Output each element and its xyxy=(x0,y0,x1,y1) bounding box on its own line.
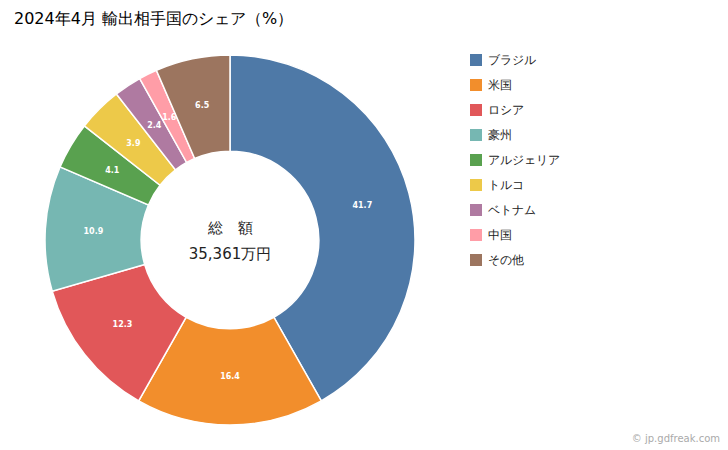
legend-label: ブラジル xyxy=(488,53,536,67)
legend-swatch xyxy=(470,179,482,191)
legend-label: 豪州 xyxy=(488,128,512,142)
legend-item: トルコ xyxy=(470,178,524,192)
chart: 2024年4月 輸出相手国のシェア（%） 41.7 16.4 12.3 10.9 4.1 3… xyxy=(0,0,728,450)
data-label: 4.1 xyxy=(105,166,120,175)
title: 2024年4月 輸出相手国のシェア（%） xyxy=(14,9,293,28)
legend-swatch xyxy=(470,204,482,216)
slice xyxy=(156,55,230,159)
legend-item: 米国 xyxy=(470,78,512,92)
legend-swatch xyxy=(470,254,482,266)
legend-swatch xyxy=(470,54,482,66)
data-label: 6.5 xyxy=(195,101,210,110)
legend-label: アルジェリア xyxy=(488,153,560,167)
legend-swatch xyxy=(470,79,482,91)
legend-item: その他 xyxy=(470,253,524,267)
legend-label: 中国 xyxy=(488,228,512,242)
legend: ブラジル米国ロシア豪州アルジェリアトルコベトナム中国その他 xyxy=(470,53,560,267)
data-label: 3.9 xyxy=(126,139,141,148)
legend-swatch xyxy=(470,154,482,166)
legend-item: 中国 xyxy=(470,228,512,242)
data-label: 16.4 xyxy=(220,372,240,381)
legend-swatch xyxy=(470,104,482,116)
data-label: 2.4 xyxy=(147,121,162,130)
legend-label: トルコ xyxy=(488,178,524,192)
legend-label: その他 xyxy=(488,253,524,267)
legend-swatch xyxy=(470,229,482,241)
legend-item: ベトナム xyxy=(470,203,536,217)
legend-item: 豪州 xyxy=(470,128,512,142)
legend-swatch xyxy=(470,129,482,141)
center-label: 総 額 xyxy=(207,219,253,237)
watermark: © jp.gdfreak.com xyxy=(632,433,720,444)
legend-label: 米国 xyxy=(488,78,512,92)
data-labels: 41.7 16.4 12.3 10.9 4.1 3.9 2.41.6 6.5 xyxy=(83,101,372,381)
legend-item: ロシア xyxy=(470,103,524,117)
legend-label: ベトナム xyxy=(488,203,536,217)
center-label: 35,361万円 xyxy=(189,245,272,263)
data-label: 10.9 xyxy=(83,227,103,236)
data-label: 41.7 xyxy=(352,201,372,210)
data-label: 1.6 xyxy=(162,113,177,122)
legend-item: ブラジル xyxy=(470,53,536,67)
slices xyxy=(45,55,415,425)
data-label: 12.3 xyxy=(113,320,133,329)
legend-label: ロシア xyxy=(488,103,524,117)
plot: 41.7 16.4 12.3 10.9 4.1 3.9 2.41.6 6.5 総 額 35,361… xyxy=(45,55,415,425)
legend-item: アルジェリア xyxy=(470,153,560,167)
